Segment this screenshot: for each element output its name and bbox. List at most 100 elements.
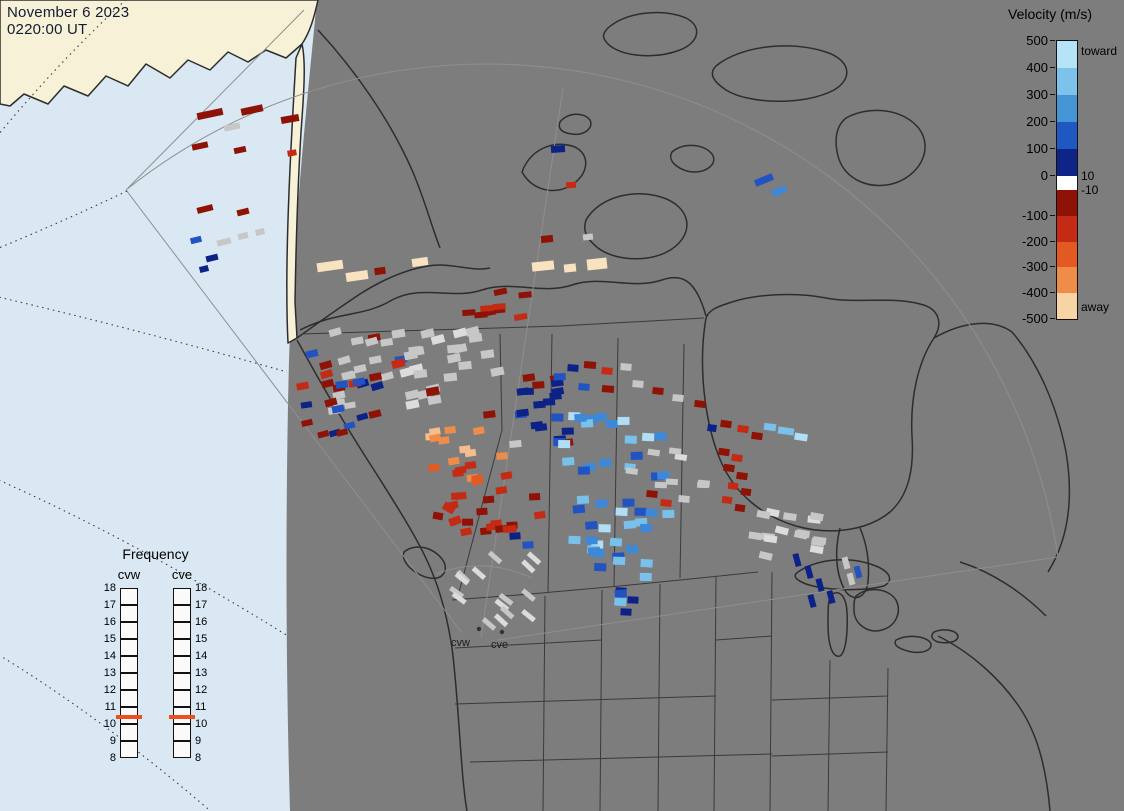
velocity-cell	[368, 355, 382, 365]
velocity-cell	[751, 431, 763, 441]
velocity-colorbar-ticks: 500 400 300 200 100 0 -100 -200 -300 -400 -500 10 -1…	[1000, 0, 1124, 340]
velocity-cell	[727, 481, 739, 491]
velocity-cell	[356, 412, 369, 422]
velocity-cell	[521, 608, 536, 623]
velocity-cell	[595, 499, 608, 508]
frequency-tick-label: 11	[195, 701, 207, 713]
velocity-cell	[796, 529, 811, 539]
velocity-cell	[532, 381, 545, 389]
velocity-cell	[446, 353, 462, 364]
velocity-cell	[774, 525, 790, 536]
frequency-tick-label: 11	[104, 701, 116, 713]
velocity-cells-layer	[189, 104, 863, 631]
frequency-marker	[169, 715, 195, 720]
fov-near-arc	[435, 565, 533, 579]
velocity-cell	[254, 228, 266, 236]
frequency-scale-cell	[173, 656, 191, 673]
velocity-cell	[807, 593, 817, 609]
velocity-cell	[324, 397, 338, 408]
velocity-cell	[533, 400, 546, 409]
velocity-cell	[374, 266, 386, 276]
velocity-cell	[328, 327, 342, 338]
velocity-cell	[405, 399, 420, 410]
victoria-island	[584, 193, 688, 260]
velocity-cell	[472, 426, 485, 436]
velocity-cell	[609, 537, 623, 547]
velocity-cell	[447, 515, 463, 527]
velocity-cell	[476, 507, 488, 516]
velocity-cell	[625, 467, 639, 475]
velocity-cell	[447, 456, 460, 466]
colorbar-segment	[1057, 267, 1077, 294]
frequency-scale-cell	[120, 639, 138, 656]
frequency-scale-cell	[120, 690, 138, 707]
velocity-cell	[482, 495, 495, 504]
vancouver-island	[402, 546, 446, 580]
alaska-panhandle-strip	[286, 43, 305, 344]
velocity-cell	[572, 504, 586, 514]
velocity-cell	[694, 399, 706, 409]
colorbar-segment	[1057, 95, 1077, 122]
velocity-cell	[301, 418, 314, 428]
velocity-cell	[734, 503, 746, 513]
lake-huron	[853, 588, 900, 632]
frequency-scale-cell	[173, 690, 191, 707]
velocity-cell	[531, 260, 555, 272]
state-border	[454, 695, 717, 705]
velocity-cell	[809, 512, 824, 522]
velocity-legend-title: Velocity (m/s)	[1008, 6, 1093, 22]
frequency-tick-label: 8	[109, 752, 116, 764]
velocity-cell	[853, 565, 863, 579]
velocity-cell	[368, 409, 382, 419]
colorbar-segment	[1057, 41, 1077, 68]
velocity-cell	[721, 495, 733, 505]
velocity-cell	[427, 394, 442, 406]
velocity-cell	[316, 259, 344, 273]
fov-middle-divider	[480, 87, 564, 638]
velocity-cell	[672, 393, 684, 403]
frequency-scale-cell	[120, 605, 138, 622]
labrador-coast	[933, 322, 1071, 573]
velocity-cell	[516, 408, 530, 418]
colorbar-tick-label: 200	[1026, 114, 1048, 129]
velocity-cell	[471, 473, 484, 483]
frequency-tick-label: 8	[195, 752, 202, 764]
velocity-cell	[368, 372, 383, 382]
velocity-cell	[707, 423, 717, 433]
atlantic-coast	[937, 635, 1051, 811]
velocity-cell	[660, 498, 672, 508]
state-border	[827, 659, 831, 811]
velocity-cell	[567, 364, 579, 372]
fov-right-edge	[497, 556, 1059, 641]
velocity-cell	[794, 432, 808, 442]
velocity-cell	[678, 494, 690, 504]
velocity-cell	[481, 617, 497, 631]
velocity-cell	[237, 231, 249, 241]
colorbar-tick	[1050, 318, 1055, 319]
state-border	[599, 589, 603, 811]
velocity-cell	[720, 419, 732, 429]
away-label: away	[1081, 300, 1110, 314]
velocity-cell	[740, 487, 752, 497]
colorbar-segment	[1057, 122, 1077, 149]
velocity-cell	[639, 572, 652, 582]
velocity-cell	[522, 373, 536, 382]
velocity-cell	[809, 544, 824, 555]
frequency-marker	[116, 715, 142, 720]
state-border	[713, 576, 717, 811]
velocity-cell	[471, 566, 487, 581]
velocity-cell	[585, 536, 598, 545]
velocity-cell	[753, 173, 775, 187]
velocity-cell	[464, 461, 477, 470]
velocity-cell	[296, 381, 310, 391]
velocity-cell	[815, 577, 825, 593]
velocity-cell	[319, 369, 334, 380]
velocity-cell	[518, 291, 532, 299]
colorbar-inner-label: 10	[1081, 169, 1095, 183]
velocity-cell	[458, 360, 472, 371]
frequency-tick-label: 12	[103, 684, 116, 696]
velocity-cell	[583, 360, 597, 370]
velocity-cell	[640, 523, 653, 533]
arctic-island-3	[711, 45, 848, 102]
baffin-island	[835, 109, 926, 187]
